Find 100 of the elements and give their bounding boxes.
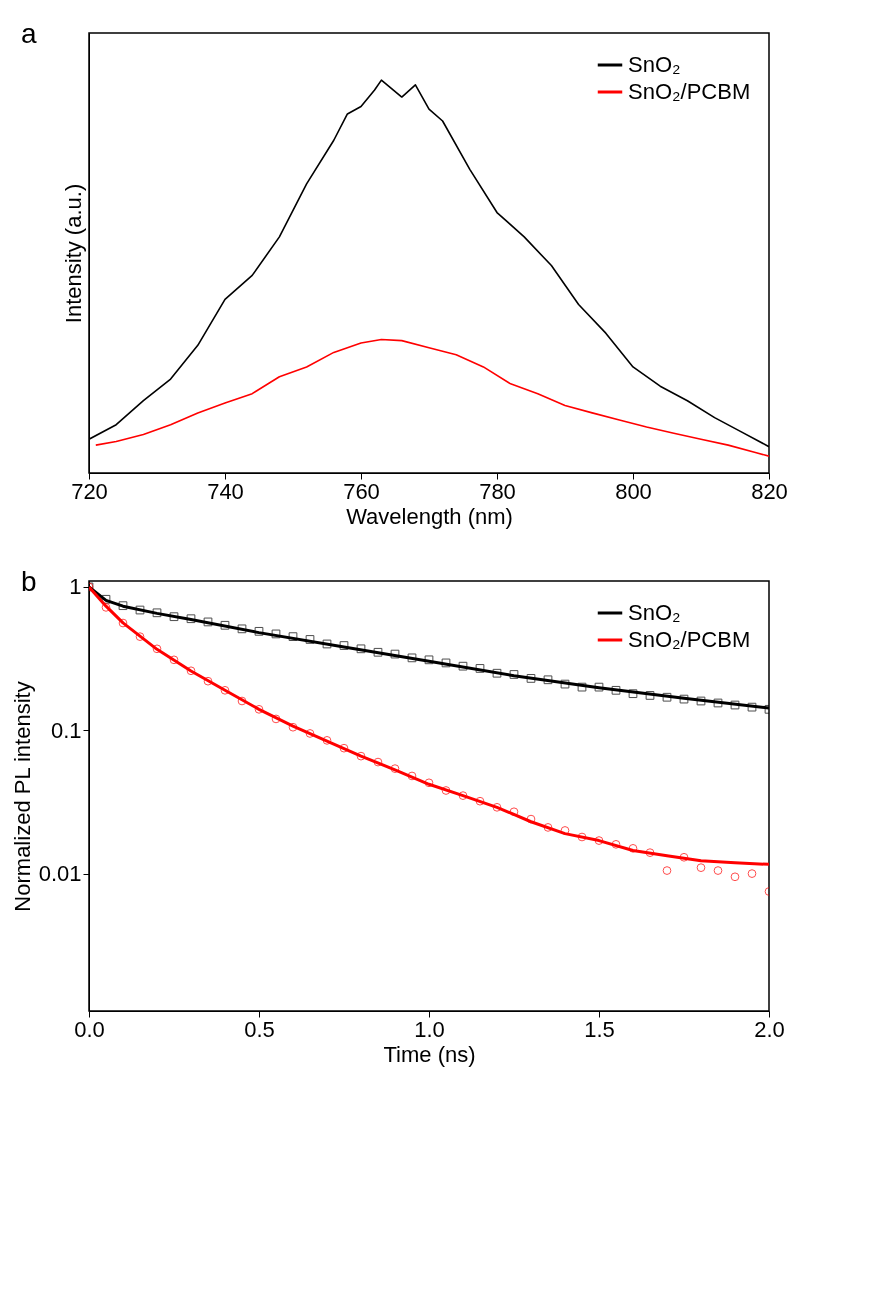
x-tick-label: 2.0 — [754, 1016, 785, 1042]
point — [101, 594, 111, 604]
legend-label: SnO₂/PCBM — [628, 627, 751, 652]
point — [458, 661, 468, 671]
point — [441, 658, 451, 668]
point — [594, 682, 604, 692]
point — [543, 675, 553, 685]
legend-label: SnO₂/PCBM — [628, 79, 751, 104]
point — [390, 764, 400, 773]
point — [441, 786, 451, 795]
point — [271, 629, 281, 639]
point — [577, 682, 587, 692]
point — [492, 668, 502, 678]
point — [237, 624, 247, 634]
point — [713, 866, 723, 875]
x-tick-label: 1.5 — [584, 1016, 615, 1042]
x-tick-label: 780 — [479, 478, 516, 504]
point — [169, 655, 179, 665]
point — [407, 653, 417, 663]
x-tick-label: 820 — [751, 478, 788, 504]
point — [322, 736, 332, 745]
point — [730, 700, 740, 710]
point — [611, 839, 621, 849]
point — [186, 666, 196, 676]
legend-label: SnO₂ — [628, 600, 681, 625]
x-tick-label: 0.5 — [244, 1016, 275, 1042]
point — [560, 826, 570, 835]
y-tick-label: 0.01 — [38, 861, 82, 887]
x-tick-label: 800 — [615, 478, 652, 504]
point — [254, 704, 264, 714]
point — [407, 771, 417, 781]
point — [135, 632, 145, 641]
point — [101, 603, 111, 612]
legend-label: SnO₂ — [628, 52, 681, 77]
point — [645, 848, 655, 858]
point — [305, 635, 315, 644]
point — [356, 751, 366, 761]
point — [509, 807, 519, 817]
point — [373, 757, 383, 767]
point — [186, 614, 196, 624]
point — [288, 722, 298, 732]
x-tick-label: 760 — [343, 478, 380, 504]
point — [611, 685, 621, 695]
point — [475, 664, 485, 673]
point — [152, 644, 162, 654]
point — [696, 696, 706, 706]
point — [169, 612, 179, 622]
point — [305, 729, 315, 738]
point — [747, 869, 757, 878]
y-tick-label: 0.1 — [50, 717, 82, 743]
y-axis-title: Normalized PL intensity — [9, 681, 35, 912]
point — [203, 676, 213, 686]
point — [526, 814, 536, 824]
point — [458, 791, 468, 800]
x-axis-title: Time (ns) — [383, 1041, 476, 1067]
point — [220, 685, 230, 695]
point — [628, 843, 638, 853]
point — [152, 608, 162, 618]
point — [628, 689, 638, 699]
point — [373, 647, 383, 657]
point — [526, 674, 536, 683]
x-tick-label: 720 — [71, 478, 108, 504]
y-tick-label: 1 — [69, 574, 82, 600]
point — [390, 649, 400, 659]
x-tick-label: 0.0 — [74, 1016, 105, 1042]
point — [424, 655, 434, 665]
point — [696, 863, 706, 873]
point — [424, 778, 434, 788]
point — [237, 696, 247, 706]
point — [492, 802, 502, 812]
point — [679, 694, 689, 704]
x-tick-label: 740 — [207, 478, 244, 504]
point — [271, 714, 281, 724]
point — [662, 866, 672, 875]
point — [679, 852, 689, 862]
point — [339, 641, 349, 650]
point — [594, 836, 604, 845]
text: b — [21, 566, 37, 597]
point — [730, 872, 740, 882]
point — [118, 618, 128, 628]
point — [220, 620, 230, 630]
point — [356, 644, 366, 654]
point — [645, 691, 655, 700]
point — [203, 617, 213, 627]
point — [509, 670, 519, 679]
point — [577, 832, 587, 842]
point — [662, 692, 672, 702]
x-axis-title: Wavelength (nm) — [346, 503, 513, 529]
point — [118, 601, 128, 611]
point — [747, 702, 757, 712]
point — [339, 743, 349, 753]
point — [135, 605, 145, 615]
point — [475, 796, 485, 806]
point — [288, 632, 298, 642]
y-axis-title: Intensity (a.u.) — [60, 183, 86, 324]
point — [322, 639, 332, 649]
point — [254, 626, 264, 636]
point — [713, 698, 723, 708]
x-tick-label: 1.0 — [414, 1016, 445, 1042]
point — [543, 823, 553, 832]
